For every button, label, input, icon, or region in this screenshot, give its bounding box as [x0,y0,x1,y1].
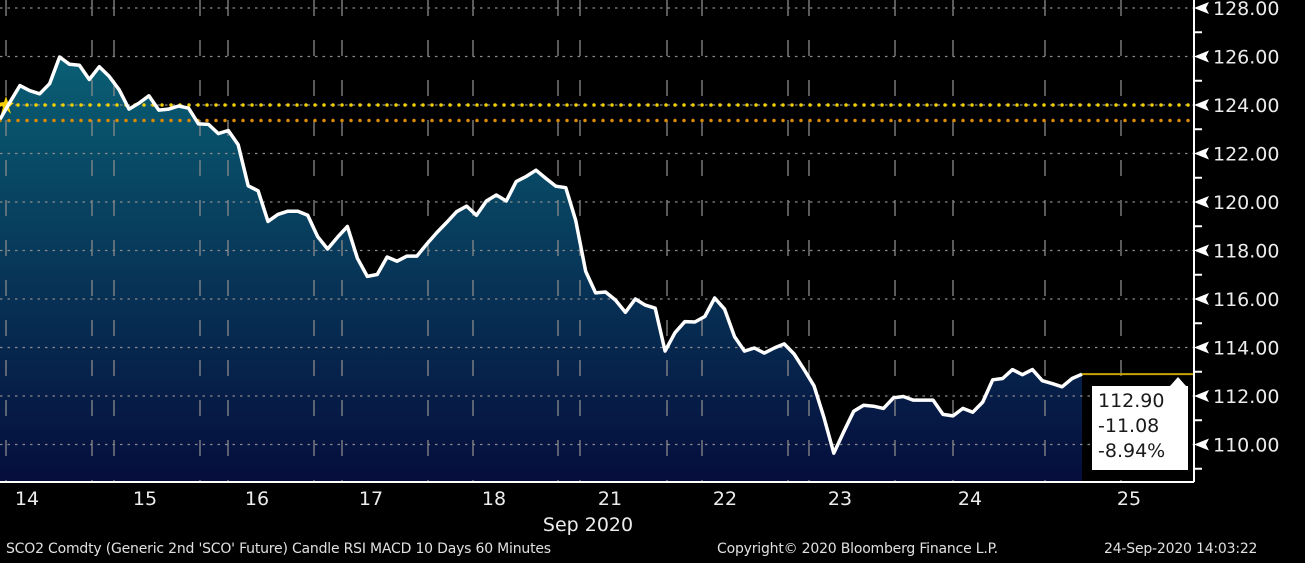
price-chart: 128.00 126.00 124.00 122.00 120.00 118.00 116.… [0,0,1279,536]
y-tick-label: 118.00 [1213,241,1279,263]
y-tick-marker [1194,50,1209,63]
net-change: -11.08 [1098,415,1160,437]
x-tick-label: 16 [245,488,269,510]
y-tick-label: 116.00 [1213,289,1279,311]
y-tick-label: 128.00 [1213,0,1279,20]
y-tick-label: 112.00 [1213,386,1279,408]
last-value-box: 112.90 -11.08 -8.94% [1092,386,1188,470]
x-tick-label: 17 [359,488,383,510]
y-tick-marker [1194,2,1209,14]
x-tick-label: 21 [598,488,622,510]
y-tick-label: 120.00 [1213,192,1279,214]
y-tick-label: 122.00 [1213,144,1279,166]
x-axis-title: Sep 2020 [543,514,633,536]
y-tick-marker [1194,99,1209,111]
y-tick-marker [1194,438,1209,451]
footer-description: SCO2 Comdty (Generic 2nd 'SCO' Future) C… [6,541,551,557]
y-tick-marker [1194,390,1209,402]
last-price: 112.90 [1098,390,1165,412]
y-tick-marker [1194,147,1209,160]
percent-change: -8.94% [1098,440,1166,462]
y-tick-label: 114.00 [1213,338,1279,360]
x-tick-label: 24 [958,488,982,510]
price-area-fill [0,57,1082,482]
y-tick-label: 126.00 [1213,47,1279,69]
x-tick-label: 15 [133,488,157,510]
x-tick-label: 18 [482,488,506,510]
price-line [0,55,1083,455]
x-tick-label: 14 [15,488,39,510]
x-tick-label: 23 [828,488,852,510]
x-tick-label: 22 [713,488,737,510]
y-tick-marker [1194,341,1209,354]
footer-copyright: Copyright© 2020 Bloomberg Finance L.P. [717,541,998,557]
y-tick-marker [1194,196,1209,208]
y-tick-label: 124.00 [1213,95,1279,117]
last-value-pointer [1170,377,1186,386]
footer-timestamp: 24-Sep-2020 14:03:22 [1104,541,1258,557]
y-tick-marker [1194,293,1209,305]
x-tick-label: 25 [1117,488,1141,510]
y-tick-label: 110.00 [1213,435,1279,457]
y-tick-marker [1194,244,1209,257]
